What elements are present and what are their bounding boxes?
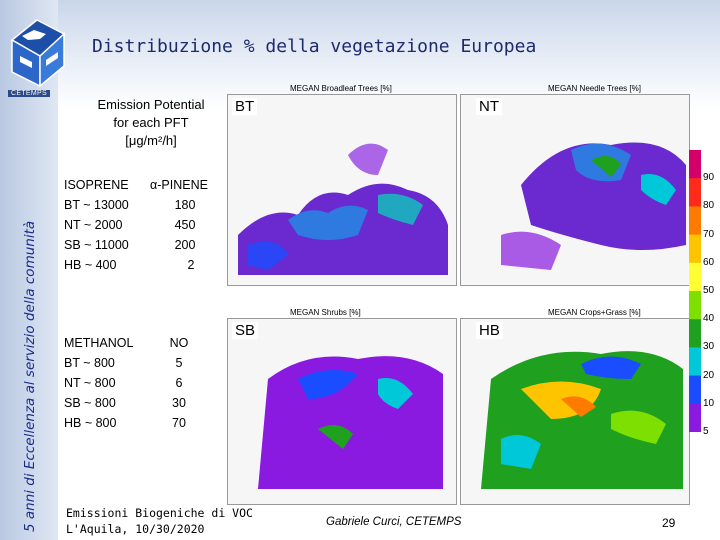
map-sb-title: MEGAN Shrubs [%] bbox=[290, 308, 361, 317]
footer-left: Emissioni Biogeniche di VOC L'Aquila, 10… bbox=[66, 505, 253, 537]
map-crops-grass bbox=[460, 318, 690, 505]
pinene-bt: 180 bbox=[174, 198, 196, 212]
no-nt: 6 bbox=[175, 376, 183, 390]
colorbar-swatch bbox=[689, 206, 701, 236]
colorbar-swatch bbox=[689, 178, 701, 207]
isoprene-hb: HB ~ 400 bbox=[64, 258, 117, 272]
vertical-caption: 5 anni di Eccellenza al servizio della c… bbox=[22, 220, 38, 532]
tag-bt: BT bbox=[232, 98, 258, 115]
isoprene-bt: BT ~ 13000 bbox=[64, 198, 129, 212]
page-number: 29 bbox=[662, 516, 676, 530]
methanol-column: METHANOL BT ~ 800 NT ~ 800 SB ~ 800 HB ~… bbox=[64, 333, 133, 433]
emission-heading-line2: for each PFT bbox=[113, 115, 189, 130]
pinene-column: α-PINENE 180 450 200 2 bbox=[150, 175, 220, 275]
footer-event: Emissioni Biogeniche di VOC bbox=[66, 506, 253, 520]
emission-heading-line3: [μg/m²/h] bbox=[125, 133, 177, 148]
colorbar-tick-label: 40 bbox=[703, 313, 715, 325]
no-title: NO bbox=[169, 336, 189, 350]
logo-label: CETEMPS bbox=[8, 90, 50, 97]
colorbar-swatch bbox=[689, 262, 701, 292]
pinene-sb: 200 bbox=[174, 238, 196, 252]
colorbar-tick-label: 30 bbox=[703, 341, 715, 353]
no-bt: 5 bbox=[175, 356, 183, 370]
page-title: Distribuzione % della vegetazione Europe… bbox=[92, 36, 537, 57]
cetemps-logo-icon bbox=[10, 19, 66, 88]
map-hb-title: MEGAN Crops+Grass [%] bbox=[548, 308, 641, 317]
tag-sb: SB bbox=[232, 322, 259, 339]
colorbar-swatch bbox=[689, 150, 701, 179]
footer-date: L'Aquila, 10/30/2020 bbox=[66, 522, 205, 536]
pinene-title: α-PINENE bbox=[150, 178, 208, 192]
isoprene-title: ISOPRENE bbox=[64, 178, 129, 192]
tag-hb: HB bbox=[476, 322, 503, 339]
methanol-title: METHANOL bbox=[64, 336, 134, 350]
no-sb: 30 bbox=[172, 396, 186, 410]
colorbar-swatch bbox=[689, 347, 701, 377]
colorbar bbox=[689, 150, 701, 432]
footer-author: Gabriele Curci, CETEMPS bbox=[326, 516, 462, 528]
colorbar-tick-label: 10 bbox=[703, 397, 715, 409]
tag-nt: NT bbox=[476, 98, 502, 115]
colorbar-tick-label: 50 bbox=[703, 285, 715, 296]
map-nt-title: MEGAN Needle Trees [%] bbox=[548, 84, 641, 93]
map-broadleaf-trees bbox=[227, 94, 457, 286]
colorbar-swatch bbox=[689, 375, 701, 405]
methanol-sb: SB ~ 800 bbox=[64, 396, 116, 410]
methanol-hb: HB ~ 800 bbox=[64, 416, 117, 430]
emission-heading-line1: Emission Potential bbox=[97, 97, 205, 112]
no-column: NO 5 6 30 70 bbox=[164, 333, 194, 433]
emission-heading: Emission Potential for each PFT [μg/m²/h… bbox=[78, 96, 224, 150]
pinene-nt: 450 bbox=[174, 218, 196, 232]
colorbar-tick-label: 60 bbox=[703, 256, 715, 268]
colorbar-swatch bbox=[689, 234, 701, 264]
colorbar-tick-label: 80 bbox=[703, 200, 715, 212]
colorbar-swatch bbox=[689, 291, 701, 320]
map-needle-trees bbox=[460, 94, 690, 286]
pinene-hb: 2 bbox=[187, 258, 195, 272]
methanol-bt: BT ~ 800 bbox=[64, 356, 115, 370]
isoprene-column: ISOPRENE BT ~ 13000 NT ~ 2000 SB ~ 11000… bbox=[64, 175, 129, 275]
isoprene-sb: SB ~ 11000 bbox=[64, 238, 129, 252]
colorbar-tick-label: 20 bbox=[703, 369, 715, 381]
colorbar-tick-label: 90 bbox=[703, 172, 715, 184]
no-hb: 70 bbox=[172, 416, 186, 430]
isoprene-nt: NT ~ 2000 bbox=[64, 218, 123, 232]
map-bt-title: MEGAN Broadleaf Trees [%] bbox=[290, 84, 392, 93]
colorbar-swatch bbox=[689, 319, 701, 348]
map-shrubs bbox=[227, 318, 457, 505]
colorbar-swatch bbox=[689, 403, 701, 432]
colorbar-tick-label: 70 bbox=[703, 228, 715, 240]
header-background bbox=[0, 0, 720, 110]
methanol-nt: NT ~ 800 bbox=[64, 376, 116, 390]
colorbar-tick-label: 5 bbox=[703, 426, 709, 437]
